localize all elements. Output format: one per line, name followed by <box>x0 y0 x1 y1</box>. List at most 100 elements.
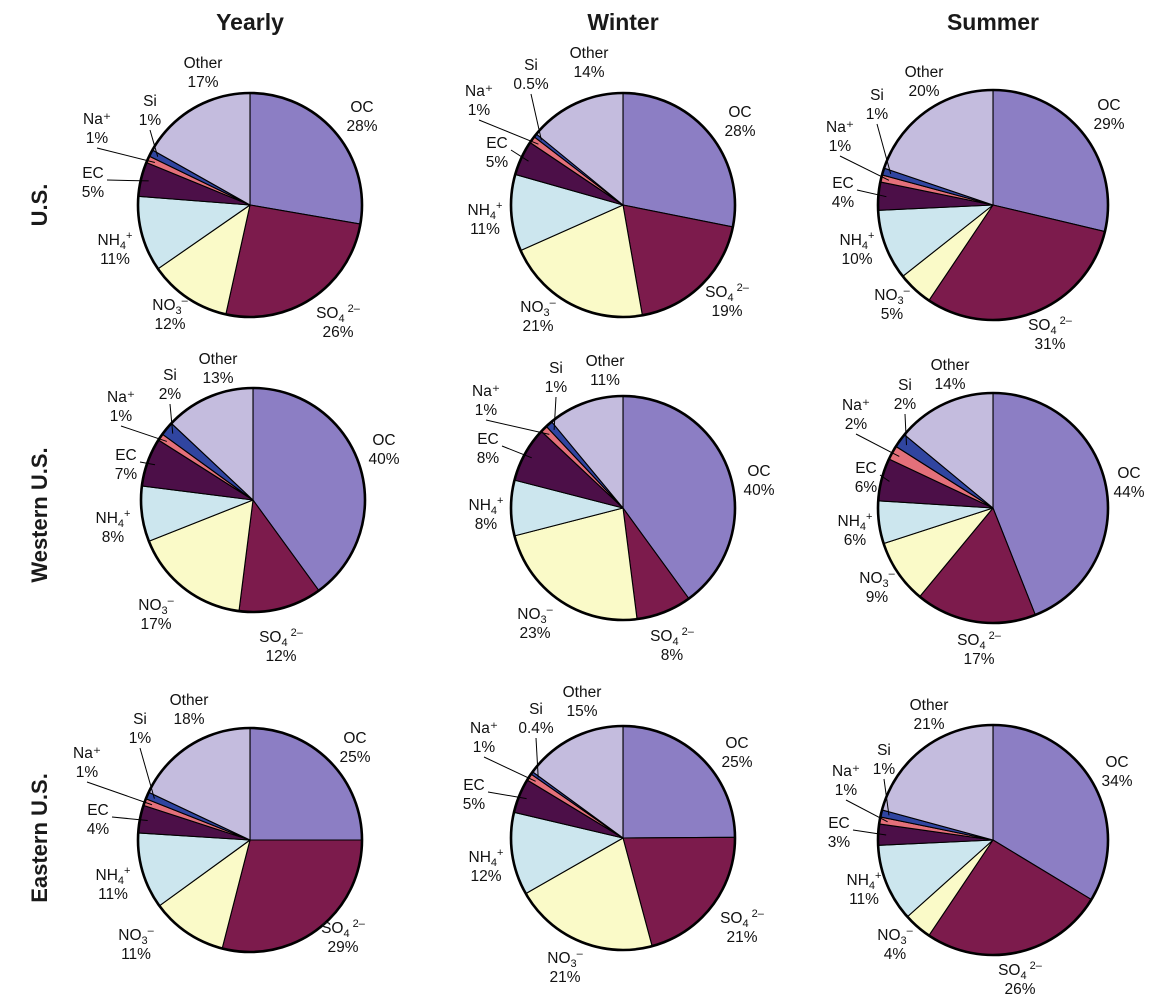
leader-line-ec <box>111 816 148 821</box>
slice-value: 15% <box>566 703 597 720</box>
slice-value: 25% <box>339 749 370 766</box>
slice-label-no3: NO3–21% <box>547 948 583 986</box>
slice-oc <box>622 725 736 839</box>
slice-name: OC <box>1097 97 1120 114</box>
leader-line-si <box>876 123 892 174</box>
slice-name-superscript: 2– <box>986 630 1002 642</box>
slice-name: NH4+ <box>96 508 131 530</box>
slice-name-base: SO <box>998 962 1020 979</box>
slice-name-superscript: – <box>168 595 175 607</box>
slice-name-subscript: 4 <box>1020 970 1026 982</box>
slice-label-na: Na⁺ 1% <box>832 763 860 799</box>
slice-name: NH4+ <box>96 865 131 887</box>
leader-line-ec <box>139 461 156 466</box>
slice-label-ec: EC 3% <box>828 815 851 851</box>
slice-name: Na⁺ <box>73 745 101 762</box>
slice-value: 6% <box>844 532 867 549</box>
slice-label-si: Si 1% <box>873 742 896 778</box>
slice-value: 18% <box>173 711 204 728</box>
slice-value: 12% <box>154 316 185 333</box>
leader-line-ec <box>487 791 527 800</box>
pie-outline <box>876 391 1110 625</box>
slice-name: NH4+ <box>838 511 873 533</box>
slice-name: NO3– <box>874 285 910 307</box>
slice-name-base: NH <box>840 232 862 249</box>
slice-name-subscript: 4 <box>120 240 126 252</box>
slice-name: NH4+ <box>847 870 882 892</box>
slice-value: 26% <box>322 324 353 341</box>
slice-value: 10% <box>841 251 872 268</box>
leader-line-si <box>904 413 907 446</box>
slice-name: OC <box>725 735 748 752</box>
slice-value: 8% <box>477 450 500 467</box>
slice-label-na: Na⁺ 1% <box>83 111 111 147</box>
slice-name-subscript: 4 <box>727 292 733 304</box>
slice-label-so4: SO4 2–26% <box>998 960 1043 998</box>
slice-label-nh4: NH4+11% <box>98 230 133 268</box>
slice-label-so4: SO4 2–8% <box>650 626 695 664</box>
slice-value: 21% <box>522 318 553 335</box>
slice-name-base: SO <box>720 910 742 927</box>
slice-name-subscript: 4 <box>869 880 875 892</box>
slice-label-si: Si 0.4% <box>518 701 554 737</box>
slice-value: 1% <box>866 106 889 123</box>
slice-name-base: NH <box>847 872 869 889</box>
slice-name-subscript: 4 <box>490 210 496 222</box>
slice-name-superscript: 2– <box>734 282 750 294</box>
slice-name-base: SO <box>957 632 979 649</box>
slice-value: 1% <box>76 764 99 781</box>
slice-name: NH4+ <box>469 495 504 517</box>
slice-label-nh4: NH4+11% <box>96 865 131 903</box>
slice-name: EC <box>832 175 854 192</box>
pie-outline <box>136 726 364 954</box>
slice-label-so4: SO4 2–17% <box>957 630 1002 668</box>
slice-name-base: NO <box>152 297 175 314</box>
slice-label-ec: EC 6% <box>855 460 878 496</box>
slice-name-base: SO <box>705 284 727 301</box>
slice-name-base: NO <box>547 950 570 967</box>
slice-name: Na⁺ <box>107 389 135 406</box>
slice-label-si: Si 1% <box>139 93 162 129</box>
slice-name: Si <box>898 377 912 394</box>
slice-label-si: Si 1% <box>545 360 568 396</box>
slice-name: SO4 2– <box>705 282 750 304</box>
slice-label-na: Na⁺ 2% <box>842 397 870 433</box>
slice-value: 11% <box>121 946 151 963</box>
slice-label-oc: OC 40% <box>368 432 399 468</box>
slice-label-oc: OC 40% <box>743 463 774 499</box>
slice-value: 12% <box>470 868 501 885</box>
leader-line-na <box>478 119 539 145</box>
slice-name-base: NH <box>469 497 491 514</box>
slice-name-subscript: 3 <box>176 305 182 317</box>
slice-name-base: SO <box>1028 317 1050 334</box>
slice-label-oc: OC 28% <box>346 99 377 135</box>
row-title-eastern-us: Eastern U.S. <box>27 773 52 903</box>
slice-name-subscript: 3 <box>541 614 547 626</box>
slice-value: 1% <box>110 408 133 425</box>
slice-value: 28% <box>346 118 377 135</box>
slice-label-si: Si 1% <box>866 87 889 123</box>
slice-name: NO3– <box>517 604 553 626</box>
leader-line-na <box>845 799 888 823</box>
slice-label-so4: SO4 2–19% <box>705 282 750 320</box>
leader-line-si <box>553 396 557 430</box>
slice-label-nh4: NH4+8% <box>469 495 504 533</box>
slice-label-so4: SO4 2–12% <box>259 627 304 665</box>
slice-name: NO3– <box>138 595 174 617</box>
slice-name: OC <box>728 104 751 121</box>
slice-name-superscript: + <box>497 495 503 507</box>
slice-name-base: NO <box>517 606 540 623</box>
slice-label-so4: SO4 2–26% <box>316 303 361 341</box>
slice-value: 5% <box>463 796 486 813</box>
slice-value: 12% <box>265 648 296 665</box>
slice-value: 14% <box>573 64 604 81</box>
slice-label-other: Other 15% <box>563 684 602 720</box>
leader-line-na <box>839 155 890 181</box>
slice-label-no3: NO3–11% <box>118 925 154 963</box>
slice-name-base: NH <box>96 867 118 884</box>
slice-name: EC <box>486 135 508 152</box>
slice-value: 2% <box>159 386 182 403</box>
